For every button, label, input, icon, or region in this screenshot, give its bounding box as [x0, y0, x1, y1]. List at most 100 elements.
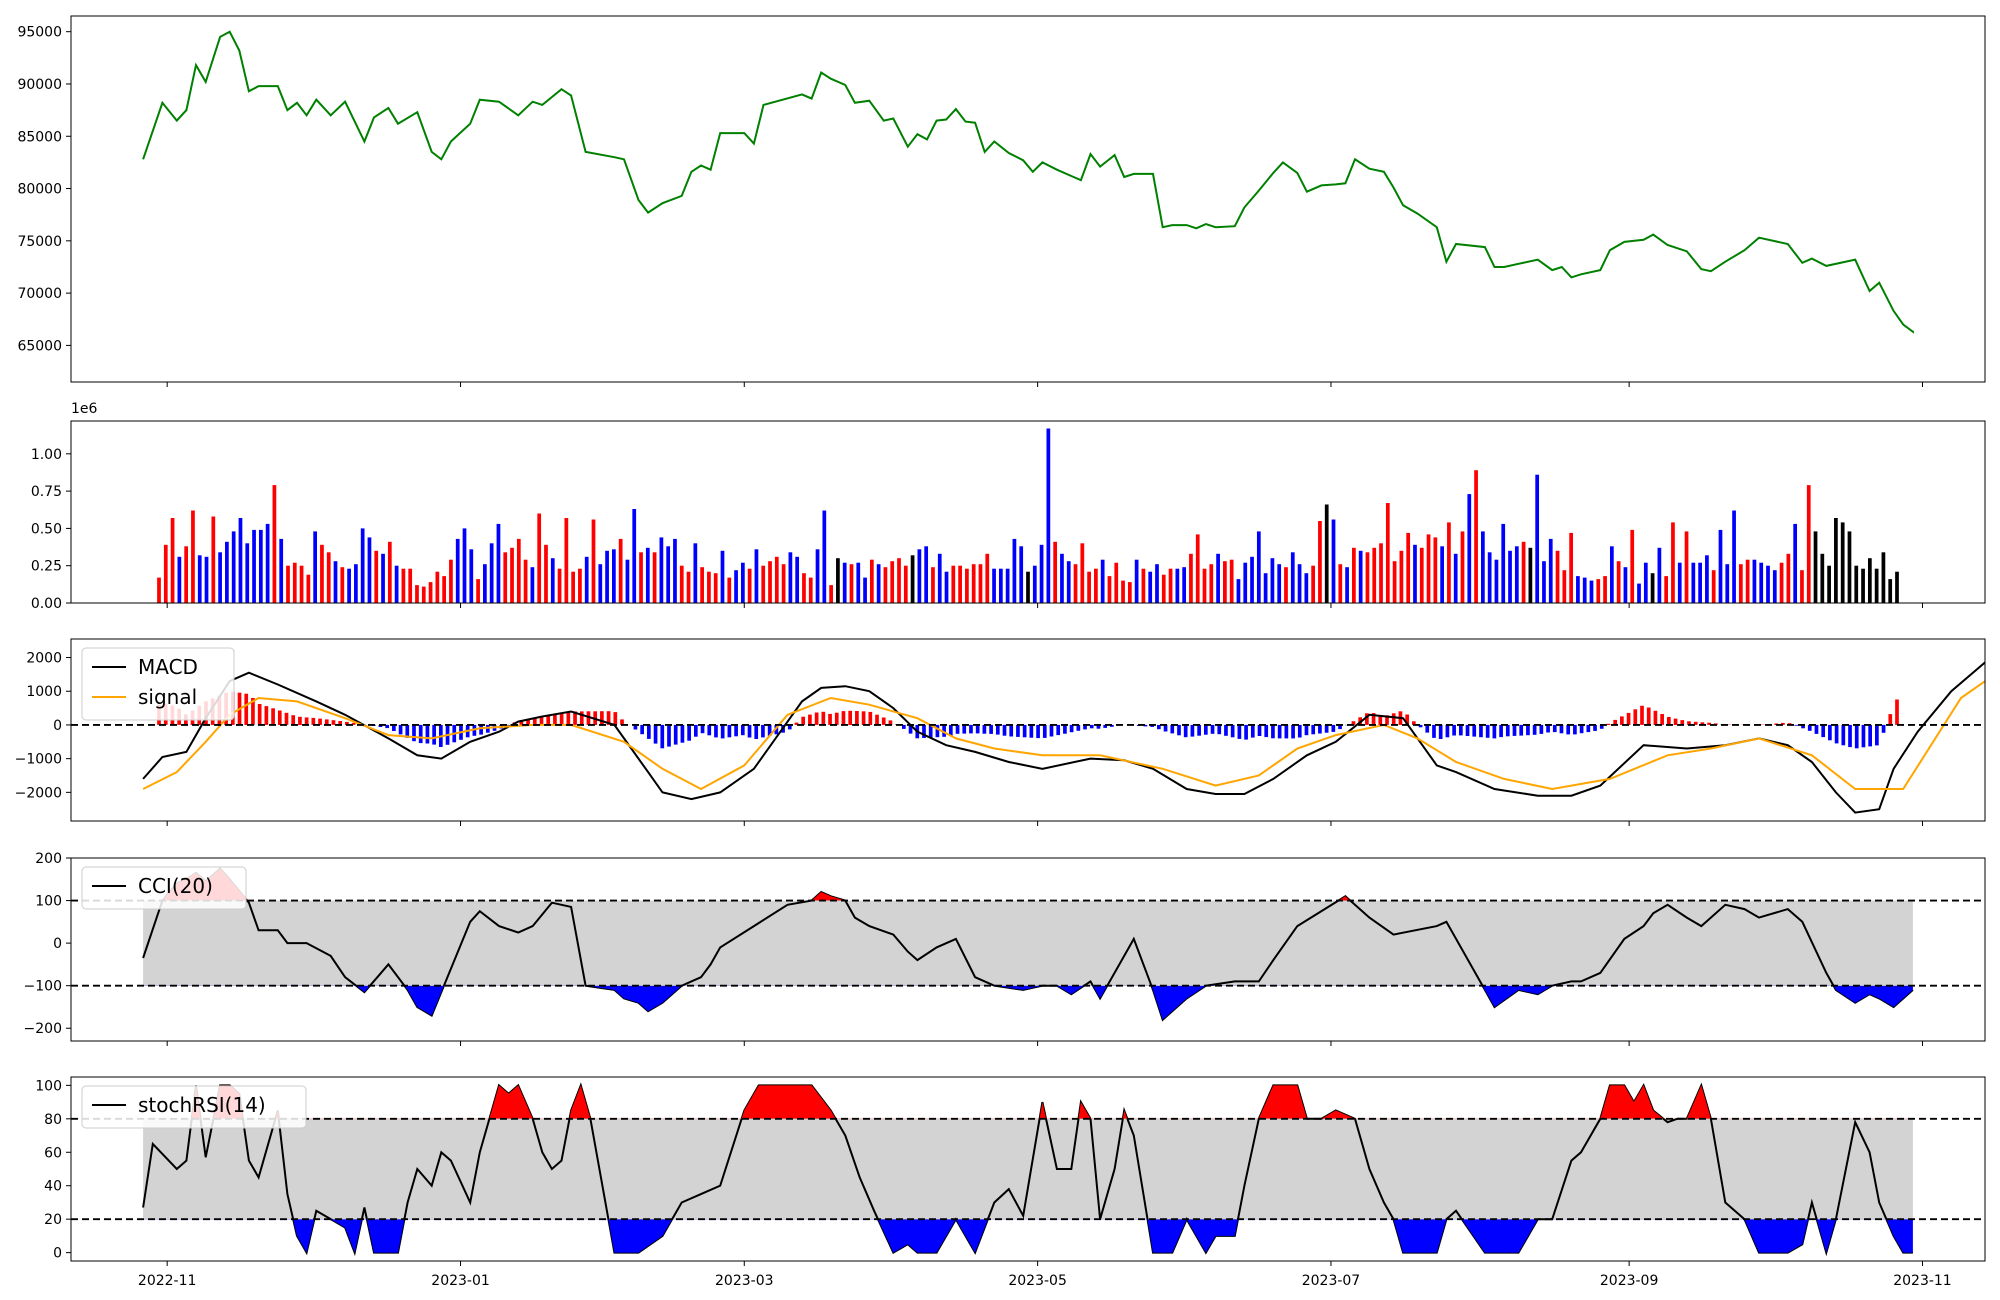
price-line — [142, 30, 1914, 334]
macd-histogram-bar — [922, 724, 926, 738]
volume-bar — [937, 553, 942, 603]
volume-bar — [469, 549, 474, 603]
volume-bar — [1684, 531, 1689, 603]
volume-bar — [1854, 565, 1859, 603]
volume-bar — [1752, 559, 1757, 603]
volume-bar — [1548, 538, 1553, 603]
macd-histogram-bar — [1707, 722, 1711, 725]
volume-bar — [591, 519, 596, 603]
volume-bar — [1284, 567, 1288, 603]
macd-histogram-bar — [304, 717, 309, 725]
volume-bar — [1562, 570, 1567, 603]
volume-bar — [1134, 559, 1139, 603]
stochrsi-legend: stochRSI(14) — [81, 1085, 307, 1129]
volume-bar — [550, 558, 555, 603]
macd-histogram-bar — [928, 724, 933, 738]
stochrsi-ytick-label: 80 — [44, 1112, 62, 1128]
macd-histogram-bar — [975, 724, 980, 734]
volume-bar — [1494, 559, 1499, 603]
macd-histogram-bar — [1573, 724, 1577, 735]
volume-bar — [1270, 558, 1275, 603]
volume-bar — [177, 556, 182, 603]
macd-histogram-bar — [291, 715, 296, 725]
price-ytick-label: 65000 — [17, 338, 62, 354]
volume-bar — [1406, 532, 1411, 603]
volume-bar — [754, 549, 759, 603]
volume-bar — [1189, 553, 1193, 603]
macd-histogram-bar — [1163, 724, 1168, 732]
macd-histogram-bar — [1794, 724, 1799, 726]
price-ytick-label: 80000 — [17, 182, 62, 198]
volume-bar — [727, 577, 732, 603]
macd-histogram-bar — [251, 698, 255, 725]
volume-bar — [713, 573, 718, 603]
volume-bar — [1175, 568, 1180, 603]
macd-histogram-bar — [1895, 699, 1899, 725]
macd-histogram-bar — [1693, 721, 1698, 725]
macd-ytick-label: 1000 — [26, 684, 62, 700]
volume-bar — [1508, 550, 1512, 603]
volume-bar — [170, 518, 175, 603]
macd-histogram-bar — [1324, 724, 1329, 733]
macd-histogram-bar — [1096, 724, 1101, 729]
volume-bar — [381, 553, 385, 603]
volume-bar — [415, 585, 419, 603]
volume-bar — [903, 565, 908, 603]
volume-bar — [869, 559, 874, 603]
volume-bar — [510, 547, 514, 603]
volume-bar — [1657, 547, 1662, 603]
macd-histogram-bar — [700, 724, 705, 734]
macd-histogram-bar — [727, 724, 732, 738]
volume-bar — [1582, 577, 1587, 603]
macd-histogram-bar — [553, 714, 557, 725]
volume-bar — [931, 567, 935, 603]
macd-histogram-bar — [1868, 724, 1872, 747]
macd-histogram-bar — [345, 721, 349, 725]
volume-bar — [340, 567, 345, 603]
xtick-label: 2023-01 — [431, 1273, 490, 1289]
macd-histogram-bar — [432, 724, 436, 745]
macd-histogram-bar — [989, 724, 993, 734]
volume-bar — [265, 523, 270, 603]
volume-bar — [978, 564, 983, 603]
macd-histogram-bar — [1888, 714, 1893, 725]
volume-bar — [944, 571, 949, 603]
volume-bar — [1779, 562, 1784, 603]
volume-bar — [313, 531, 318, 603]
macd-histogram-bar — [848, 710, 853, 725]
macd-histogram-bar — [1646, 707, 1651, 725]
volume-bar — [530, 567, 535, 603]
volume-bar — [1324, 504, 1329, 603]
macd-histogram-bar — [761, 724, 765, 738]
macd-histogram-bar — [875, 714, 879, 725]
volume-bar — [225, 541, 229, 603]
macd-histogram-bar — [687, 724, 691, 741]
volume-bar — [1664, 576, 1669, 603]
macd-histogram-bar — [1291, 724, 1295, 739]
macd-histogram-bar — [1452, 724, 1456, 736]
volume-bar — [836, 558, 840, 603]
volume-axes-frame — [70, 420, 1986, 604]
macd-histogram-bar — [1029, 724, 1034, 738]
volume-bar — [272, 485, 277, 603]
volume-bar — [1426, 534, 1431, 603]
volume-bar — [1182, 567, 1187, 603]
macd-histogram-bar — [982, 724, 987, 734]
volume-bar — [347, 568, 351, 603]
volume-bar — [1209, 564, 1214, 603]
macd-histogram-bar — [579, 711, 584, 725]
legend-box — [81, 1085, 307, 1129]
signal-line — [142, 679, 1985, 791]
macd-histogram-bar — [1331, 724, 1336, 732]
macd-histogram-bar — [311, 717, 316, 725]
macd-histogram-bar — [1586, 724, 1591, 733]
volume-bar — [258, 529, 263, 603]
macd-histogram-bar — [660, 724, 665, 749]
macd-histogram-bar — [787, 724, 792, 730]
macd-histogram-bar — [969, 724, 973, 734]
volume-bar — [998, 568, 1003, 603]
macd-histogram-bar — [425, 724, 430, 744]
macd-histogram-bar — [318, 718, 322, 725]
volume-bar — [537, 513, 542, 603]
stochrsi-ytick-label: 60 — [44, 1145, 62, 1161]
